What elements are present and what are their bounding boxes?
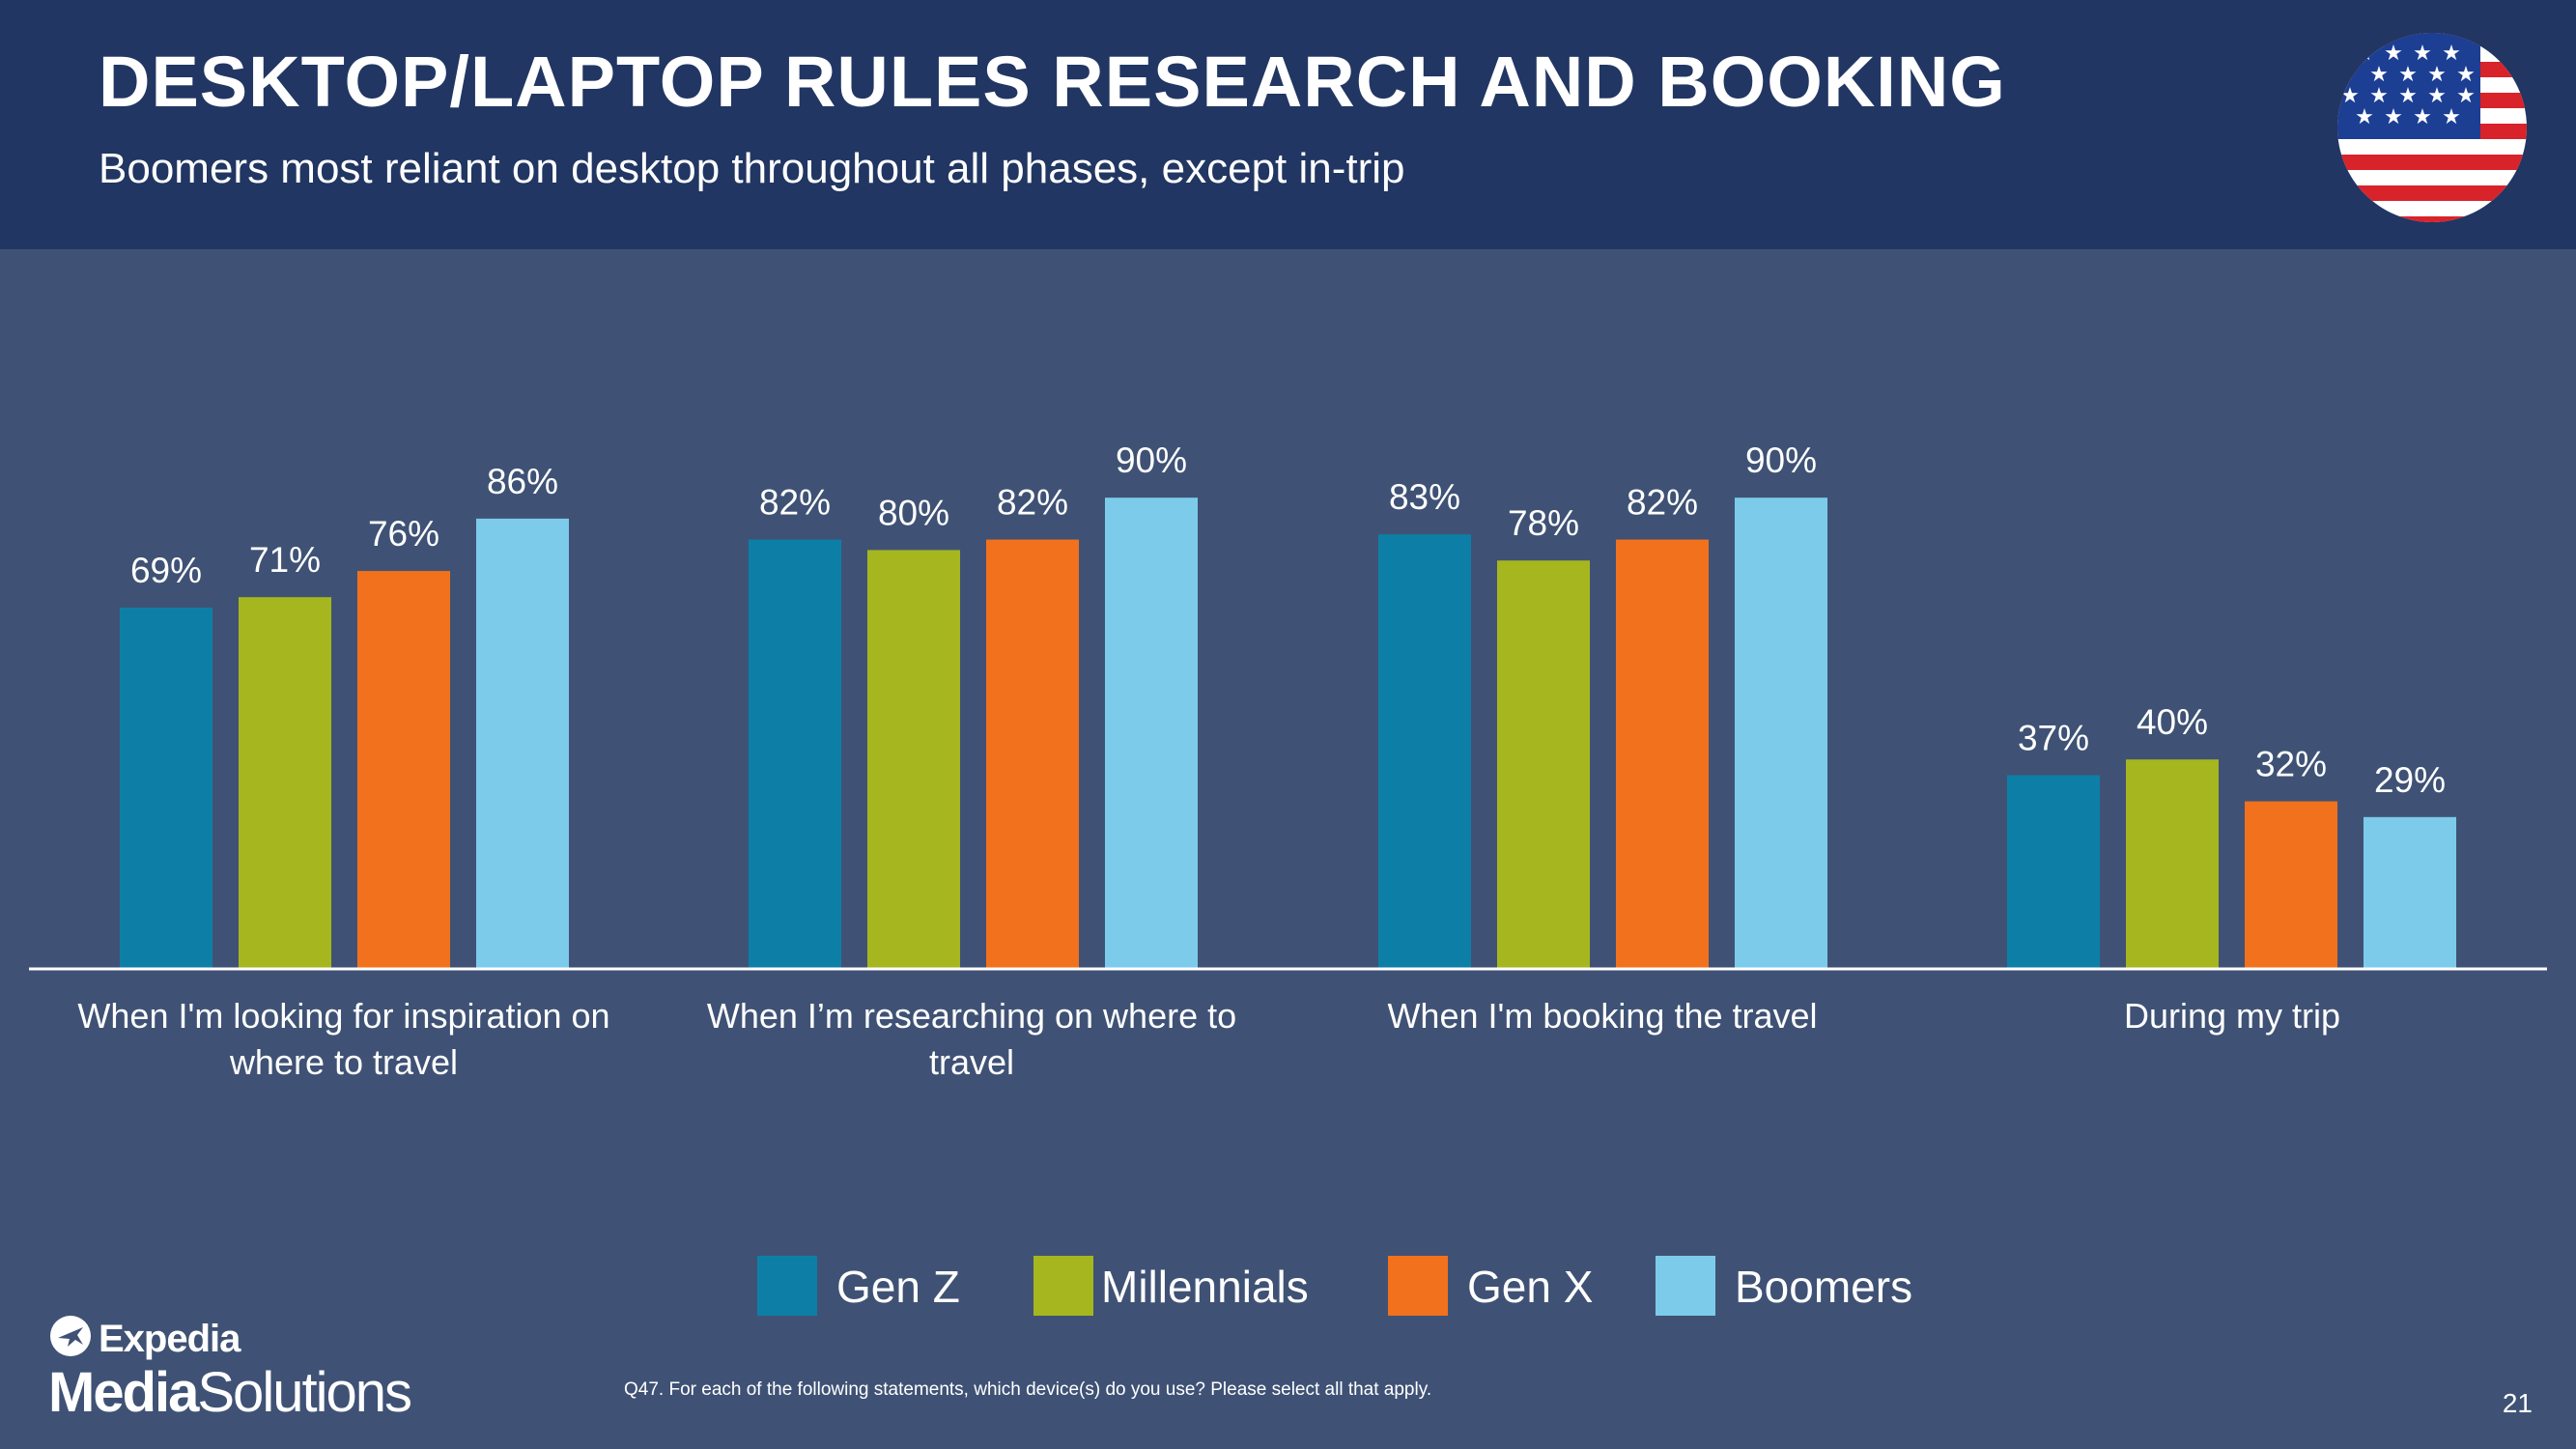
svg-text:★: ★	[2369, 84, 2389, 108]
svg-text:★: ★	[2456, 63, 2476, 87]
svg-text:★: ★	[2384, 105, 2403, 129]
legend-label-millennials: Millennials	[1101, 1262, 1309, 1312]
bar-researching-millennials	[867, 550, 960, 969]
category-label-inspiration: When I'm looking for inspiration on wher…	[54, 993, 634, 1086]
footnote: Q47. For each of the following statement…	[624, 1379, 1432, 1400]
value-label-researching-gen-x: 82%	[997, 483, 1068, 523]
value-label-during-trip-gen-x: 32%	[2255, 745, 2327, 784]
plane-globe-icon	[50, 1316, 91, 1356]
svg-text:★: ★	[2384, 42, 2403, 66]
svg-text:★: ★	[2398, 84, 2418, 108]
bar-booking-gen-z	[1378, 534, 1471, 969]
bar-group	[120, 497, 2456, 969]
value-label-researching-boomers: 90%	[1116, 440, 1187, 480]
us-flag-icon: ★ ★ ★ ★ ★ ★ ★ ★ ★ ★ ★ ★ ★ ★ ★ ★ ★	[2337, 33, 2527, 222]
legend-swatch-millennials	[1033, 1256, 1093, 1316]
page-number: 21	[2502, 1388, 2533, 1418]
legend-swatch-gen-z	[757, 1256, 817, 1316]
category-label-booking-text: When I'm booking the travel	[1387, 996, 1818, 1036]
svg-text:★: ★	[2398, 63, 2418, 87]
bar-researching-gen-z	[749, 539, 841, 969]
value-label-inspiration-gen-z: 69%	[130, 551, 202, 590]
bar-researching-gen-x	[986, 539, 1079, 969]
svg-text:★: ★	[2413, 105, 2432, 129]
value-label-booking-millennials: 78%	[1508, 503, 1579, 543]
logo-solutions-text: Solutions	[197, 1361, 412, 1424]
value-label-booking-boomers: 90%	[1745, 440, 1817, 480]
svg-text:★: ★	[2355, 105, 2374, 129]
svg-text:★: ★	[2442, 105, 2461, 129]
bar-during-trip-boomers	[2364, 816, 2456, 969]
page-title: DESKTOP/LAPTOP RULES RESEARCH AND BOOKIN…	[99, 42, 2006, 122]
category-label-during-trip: During my trip	[1942, 993, 2522, 1039]
legend-swatch-boomers	[1656, 1256, 1715, 1316]
header-bar: DESKTOP/LAPTOP RULES RESEARCH AND BOOKIN…	[0, 0, 2576, 249]
bar-inspiration-gen-x	[357, 571, 450, 969]
category-label-during-trip-text: During my trip	[2123, 996, 2341, 1036]
legend-swatch-gen-x	[1388, 1256, 1448, 1316]
value-label-inspiration-millennials: 71%	[249, 540, 321, 580]
bar-during-trip-gen-x	[2245, 801, 2337, 969]
logo-expedia-text: Expedia	[99, 1318, 241, 1360]
bar-booking-gen-x	[1616, 539, 1709, 969]
bar-booking-boomers	[1735, 497, 1827, 969]
legend-label-gen-z: Gen Z	[836, 1262, 960, 1312]
value-label-booking-gen-z: 83%	[1389, 477, 1460, 517]
value-label-booking-gen-x: 82%	[1627, 483, 1698, 523]
logo-media-text: Media	[48, 1361, 199, 1424]
value-label-researching-millennials: 80%	[878, 493, 949, 532]
value-label-during-trip-gen-z: 37%	[2018, 718, 2089, 757]
svg-text:★: ★	[2369, 63, 2389, 87]
category-label-inspiration-line2: where to travel	[229, 1042, 459, 1082]
page-subtitle: Boomers most reliant on desktop througho…	[99, 145, 1405, 192]
chart-legend: Gen Z Millennials Gen X Boomers	[0, 1256, 2576, 1320]
bar-during-trip-gen-z	[2007, 775, 2100, 969]
bar-inspiration-boomers	[476, 518, 569, 969]
value-label-inspiration-gen-x: 76%	[368, 514, 439, 554]
bar-inspiration-millennials	[239, 597, 331, 969]
value-label-during-trip-boomers: 29%	[2374, 760, 2446, 800]
value-label-group: 69% 71% 76% 86% 82% 80% 82% 90% 83% 78% 82% 90% 37% 4…	[130, 440, 2446, 800]
bar-during-trip-millennials	[2126, 759, 2219, 969]
category-label-researching: When I’m researching on where to travel	[682, 993, 1261, 1086]
value-label-inspiration-boomers: 86%	[487, 462, 558, 501]
category-label-researching-text: When I’m researching on where to travel	[706, 996, 1237, 1082]
category-label-booking: When I'm booking the travel	[1313, 993, 1892, 1039]
svg-text:★: ★	[2456, 84, 2476, 108]
svg-text:★: ★	[2413, 42, 2432, 66]
svg-text:★: ★	[2427, 63, 2447, 87]
bar-researching-boomers	[1105, 497, 1198, 969]
value-label-during-trip-millennials: 40%	[2137, 702, 2208, 742]
svg-text:★: ★	[2427, 84, 2447, 108]
svg-text:★: ★	[2340, 84, 2360, 108]
expedia-media-solutions-logo: Expedia MediaSolutions	[48, 1312, 435, 1428]
legend-label-boomers: Boomers	[1735, 1262, 1913, 1312]
bar-booking-millennials	[1497, 560, 1590, 969]
svg-text:★: ★	[2442, 42, 2461, 66]
logo-media-solutions-text: MediaSolutions	[48, 1360, 412, 1425]
category-label-inspiration-line1: When I'm looking for inspiration on	[77, 996, 610, 1036]
bar-chart: 69% 71% 76% 86% 82% 80% 82% 90% 83% 78% 82% 90% 37% 4…	[29, 440, 2547, 971]
legend-label-gen-x: Gen X	[1467, 1262, 1594, 1312]
bar-inspiration-gen-z	[120, 608, 212, 969]
value-label-researching-gen-z: 82%	[759, 483, 831, 523]
